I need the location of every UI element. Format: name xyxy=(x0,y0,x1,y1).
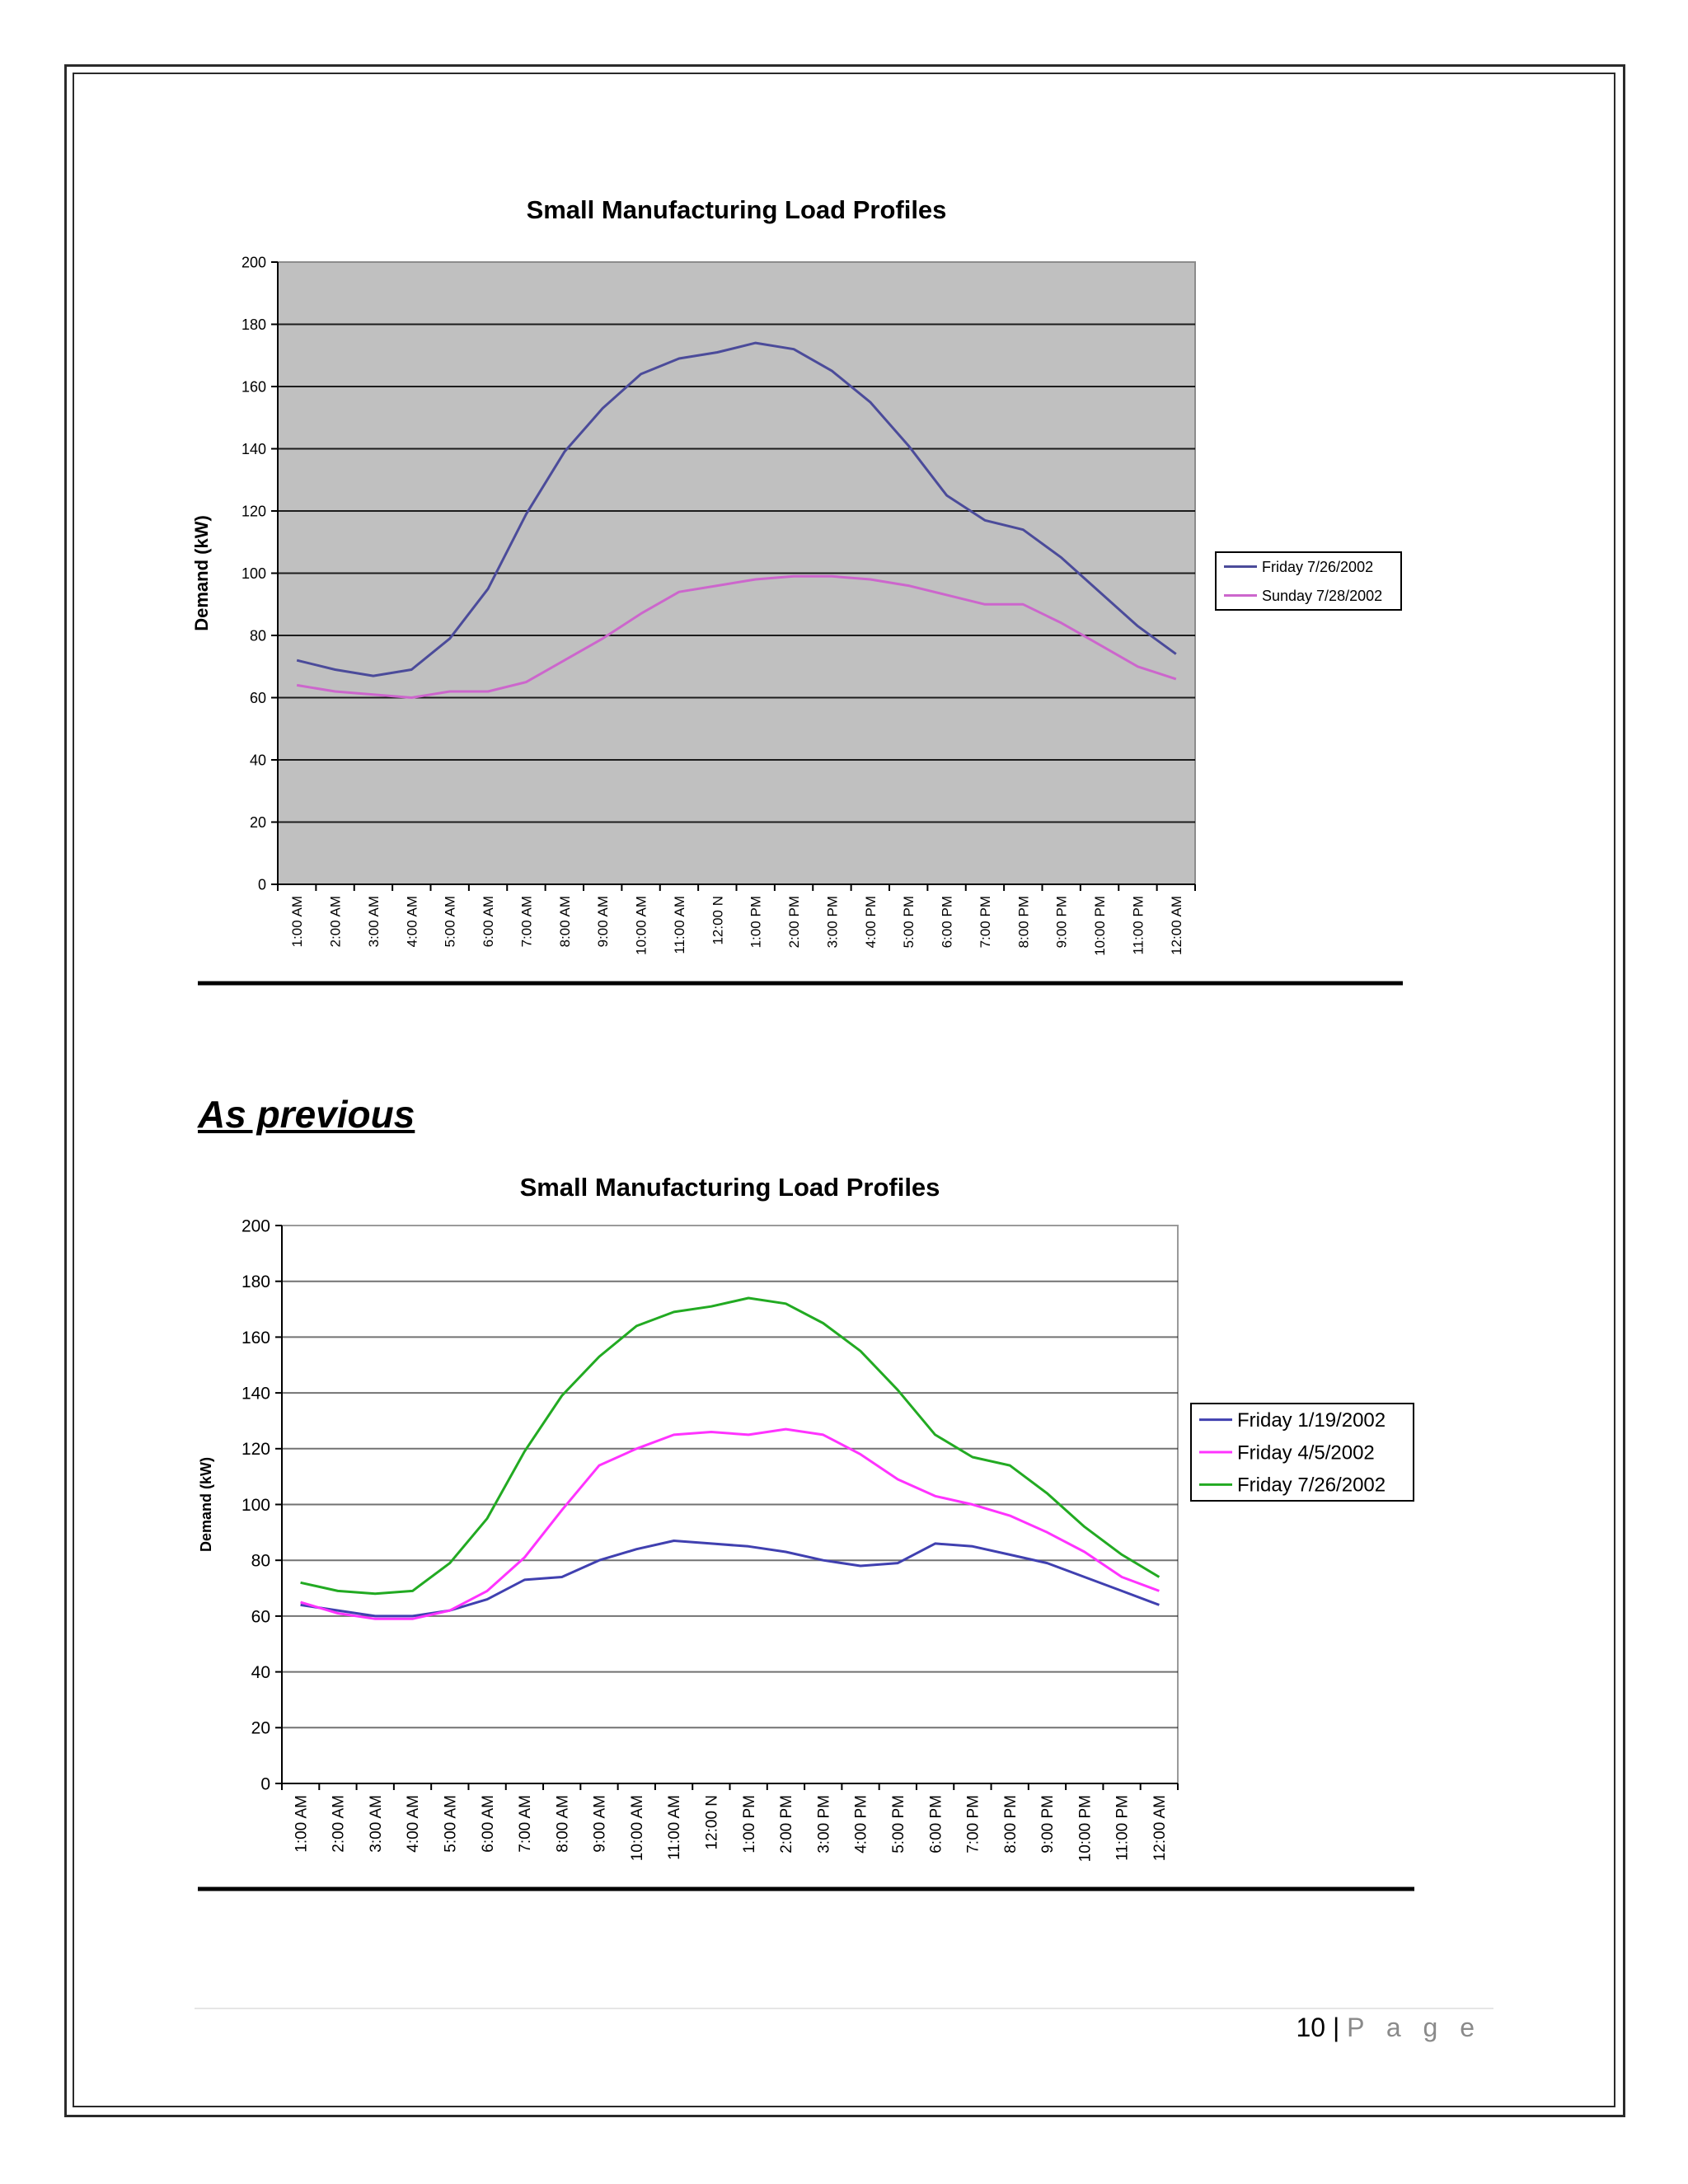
x-tick-label: 4:00 AM xyxy=(405,1795,422,1853)
x-tick-label: 8:00 AM xyxy=(554,1795,571,1853)
x-tick-label: 9:00 PM xyxy=(1054,896,1070,948)
x-tick-label: 12:00 N xyxy=(704,1795,721,1850)
x-tick-label: 3:00 PM xyxy=(815,1795,832,1854)
y-tick-label: 20 xyxy=(251,1719,270,1738)
y-tick-label: 140 xyxy=(241,441,266,457)
y-tick-label: 80 xyxy=(251,1552,270,1571)
page-border-inner xyxy=(73,73,1615,2107)
y-tick-label: 120 xyxy=(241,503,266,519)
chart-1: 0 20 40 60 80 100 120 140 160 180 200 1:00 AM 2:00 A… xyxy=(191,195,1403,986)
x-tick-label: 4:00 PM xyxy=(853,1795,870,1854)
x-tick-label: 11:00 AM xyxy=(666,1795,683,1860)
series-line xyxy=(296,574,1177,699)
x-tick-label: 10:00 AM xyxy=(634,896,649,955)
y-tick-label: 0 xyxy=(258,876,266,893)
legend-label: Friday 1/19/2002 xyxy=(1237,1409,1386,1432)
x-tick-label: 5:00 AM xyxy=(442,1795,459,1853)
x-tick-label: 2:00 PM xyxy=(786,896,802,948)
y-axis-label: Demand (kW) xyxy=(191,515,212,631)
legend-box xyxy=(1215,551,1402,611)
series-line xyxy=(300,1296,1160,1596)
x-tick-label: 5:00 AM xyxy=(443,896,458,947)
y-tick-label: 200 xyxy=(241,1216,270,1235)
chart-title: Small Manufacturing Load Profiles xyxy=(527,195,947,224)
x-tick-label: 1:00 AM xyxy=(293,1795,310,1853)
y-tick-label: 120 xyxy=(241,1440,270,1459)
x-tick-label: 4:00 PM xyxy=(863,896,879,948)
x-tick-label: 7:00 AM xyxy=(518,896,534,947)
y-tick-label: 200 xyxy=(241,254,266,270)
x-tick-label: 12:00 AM xyxy=(1169,896,1184,955)
y-tick-label: 60 xyxy=(250,690,266,706)
legend-label: Friday 4/5/2002 xyxy=(1237,1441,1375,1464)
chart-2: 0 20 40 60 80 100 120 140 160 180 200 1:00 AM 2:00 A… xyxy=(198,1173,1414,1891)
x-tick-label: 9:00 AM xyxy=(592,1795,609,1853)
x-tick-label: 2:00 AM xyxy=(331,1795,348,1853)
x-tick-label: 2:00 AM xyxy=(328,896,344,947)
x-tick-label: 6:00 AM xyxy=(481,896,496,947)
y-tick-label: 180 xyxy=(241,316,266,333)
y-tick-label: 160 xyxy=(241,378,266,395)
chart-title: Small Manufacturing Load Profiles xyxy=(520,1173,940,1202)
legend: Friday 1/19/2002 Friday 4/5/2002 Friday 7/… xyxy=(1190,1403,1414,1502)
page-footer: 10 | P a g e xyxy=(1296,2013,1482,2043)
y-tick-label: 40 xyxy=(250,752,266,768)
footer-divider xyxy=(195,2008,1493,2009)
x-tick-label: 11:00 AM xyxy=(672,896,687,954)
page-separator: | xyxy=(1332,2013,1340,2042)
x-tick-label: 10:00 PM xyxy=(1076,1795,1094,1862)
x-tick-label: 8:00 PM xyxy=(1002,1795,1020,1854)
x-tick-label: 7:00 PM xyxy=(978,896,993,948)
y-tick-label: 140 xyxy=(241,1384,270,1403)
legend-label: Sunday 7/28/2002 xyxy=(1262,588,1382,604)
x-tick-label: 8:00 AM xyxy=(557,896,573,947)
y-axis-label: Demand (kW) xyxy=(198,1457,214,1552)
page-border-outer xyxy=(64,64,1625,2117)
y-tick-label: 40 xyxy=(251,1663,270,1682)
x-tick-label: 9:00 AM xyxy=(595,896,611,947)
y-tick-label: 0 xyxy=(260,1774,270,1793)
x-tick-label: 6:00 PM xyxy=(940,896,955,948)
x-tick-label: 11:00 PM xyxy=(1130,896,1146,955)
x-tick-label: 3:00 PM xyxy=(824,896,840,948)
section-heading: As previous xyxy=(198,1093,415,1136)
x-tick-label: 1:00 AM xyxy=(289,896,305,947)
x-tick-label: 5:00 PM xyxy=(901,896,917,948)
x-tick-label: 9:00 PM xyxy=(1039,1795,1057,1854)
x-tick-label: 3:00 AM xyxy=(366,896,382,947)
x-tick-label: 10:00 AM xyxy=(629,1795,646,1861)
x-tick-label: 5:00 PM xyxy=(890,1795,907,1854)
x-tick-label: 2:00 PM xyxy=(778,1795,795,1854)
y-tick-label: 160 xyxy=(241,1329,270,1347)
x-tick-label: 3:00 AM xyxy=(368,1795,385,1853)
legend-label: Friday 7/26/2002 xyxy=(1237,1474,1386,1497)
series-line xyxy=(300,1427,1160,1620)
y-tick-label: 100 xyxy=(241,1496,270,1515)
x-tick-label: 11:00 PM xyxy=(1114,1795,1132,1861)
series-line xyxy=(296,341,1177,677)
page-label: P a g e xyxy=(1347,2013,1482,2042)
x-tick-label: 7:00 PM xyxy=(965,1795,982,1854)
y-tick-label: 20 xyxy=(250,814,266,831)
x-tick-label: 6:00 AM xyxy=(480,1795,497,1853)
x-tick-label: 12:00 N xyxy=(710,896,725,945)
x-tick-label: 1:00 PM xyxy=(741,1795,758,1854)
x-tick-label: 6:00 PM xyxy=(927,1795,945,1854)
x-tick-label: 10:00 PM xyxy=(1092,896,1108,956)
legend-label: Friday 7/26/2002 xyxy=(1262,559,1373,575)
legend: Friday 7/26/2002 Sunday 7/28/2002 xyxy=(1215,551,1402,611)
y-tick-label: 60 xyxy=(251,1607,270,1626)
x-tick-label: 7:00 AM xyxy=(517,1795,534,1853)
x-tick-label: 4:00 AM xyxy=(404,896,420,947)
x-tick-label: 1:00 PM xyxy=(748,896,764,948)
y-tick-label: 180 xyxy=(241,1272,270,1291)
x-tick-label: 8:00 PM xyxy=(1015,896,1031,948)
page-number: 10 xyxy=(1296,2013,1326,2042)
y-tick-label: 100 xyxy=(241,565,266,582)
y-tick-label: 80 xyxy=(250,627,266,644)
x-tick-label: 12:00 AM xyxy=(1151,1795,1169,1861)
